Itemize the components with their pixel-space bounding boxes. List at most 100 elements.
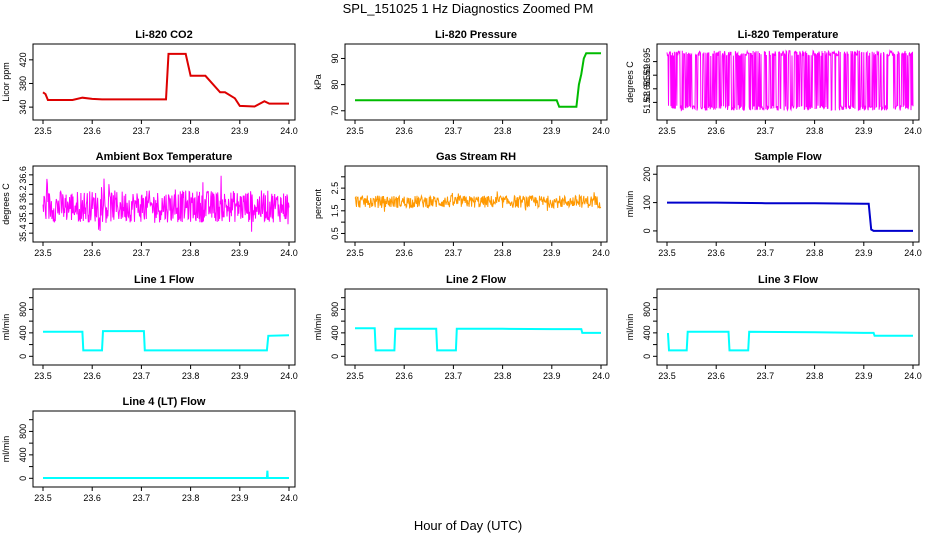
y-axis-label: degrees C [1,183,11,225]
y-axis-label: ml/min [1,314,11,341]
plot-frame [656,43,920,121]
x-tick-label: 23.5 [346,371,364,381]
y-tick-label: 51.68 [642,91,652,114]
x-tick-label: 23.6 [707,248,725,258]
x-tick-label: 23.9 [231,248,249,258]
y-tick-label: 2.5 [330,182,340,195]
y-axis-label: percent [313,188,323,219]
panel-title: Sample Flow [754,151,822,163]
x-tick-label: 23.8 [182,371,200,381]
series-line [43,330,290,352]
panel-title: Line 4 (LT) Flow [123,396,206,408]
plot-frame [656,288,920,366]
series-line [355,52,601,108]
x-tick-label: 23.9 [231,126,249,136]
y-tick-label: 0 [642,354,652,359]
x-tick-label: 23.6 [395,248,413,258]
y-tick-label: 80 [330,80,340,90]
chart-panel-10: Line 4 (LT) Flow 23.5 23.6 23.7 23.8 23.9 24.0… [1,396,298,503]
y-tick-label: 0 [642,228,652,233]
x-tick-label: 23.8 [182,248,200,258]
x-tick-label: 24.0 [280,126,298,136]
x-tick-label: 24.0 [592,126,610,136]
x-tick-label: 23.5 [34,248,52,258]
x-tick-label: 23.6 [83,126,101,136]
x-tick-label: 23.6 [83,493,101,503]
chart-panel-2: Li-820 Pressure 23.5 23.6 23.7 23.8 23.9 24.0 7… [313,29,610,136]
x-tick-label: 23.7 [133,493,151,503]
x-tick-label: 23.9 [543,126,561,136]
y-tick-label: 0 [330,354,340,359]
y-tick-label: 0 [18,476,28,481]
y-tick-label: 36.2 [18,186,28,204]
x-tick-label: 23.7 [133,371,151,381]
x-tick-label: 23.7 [757,248,775,258]
x-tick-label: 23.8 [182,126,200,136]
series-line [354,191,602,212]
y-tick-label: 800 [330,302,340,317]
y-axis-label: kPa [313,74,323,90]
x-tick-label: 23.7 [445,248,463,258]
y-tick-label: 200 [642,167,652,182]
y-tick-label: 380 [18,76,28,91]
chart-panel-7: Line 1 Flow 23.5 23.6 23.7 23.8 23.9 24.0 0 400 8… [1,274,298,381]
x-tick-label: 24.0 [280,248,298,258]
y-tick-label: 51.685 [642,75,652,103]
x-tick-label: 23.7 [757,371,775,381]
x-tick-label: 23.5 [346,248,364,258]
plot-frame [32,288,296,366]
x-tick-label: 23.8 [494,371,512,381]
x-tick-label: 23.8 [182,493,200,503]
plot-frame [344,43,608,121]
panel-title: Line 1 Flow [134,274,194,286]
x-tick-label: 23.5 [346,126,364,136]
x-tick-label: 23.6 [395,126,413,136]
x-tick-label: 23.6 [707,371,725,381]
y-tick-label: 800 [642,302,652,317]
figure-title: SPL_151025 1 Hz Diagnostics Zoomed PM [342,1,594,16]
panel-title: Li-820 Temperature [738,29,839,41]
y-tick-label: 51.695 [642,48,652,76]
y-tick-label: 800 [18,424,28,439]
y-axis-label: ml/min [625,314,635,341]
plot-frame [344,288,608,366]
x-tick-label: 23.9 [855,126,873,136]
x-tick-label: 24.0 [904,371,922,381]
x-tick-label: 23.6 [83,371,101,381]
series-line [667,201,913,232]
y-tick-label: 70 [330,106,340,116]
y-tick-label: 0 [18,354,28,359]
x-tick-label: 23.8 [494,248,512,258]
chart-panel-9: Line 3 Flow 23.5 23.6 23.7 23.8 23.9 24.0 0 400 8… [625,274,922,381]
x-tick-label: 23.5 [658,126,676,136]
x-tick-label: 23.7 [445,126,463,136]
chart-panel-8: Line 2 Flow 23.5 23.6 23.7 23.8 23.9 24.0 0 400 8… [313,274,610,381]
x-tick-label: 23.9 [231,493,249,503]
x-tick-label: 23.6 [395,371,413,381]
x-tick-label: 23.9 [543,371,561,381]
x-tick-label: 24.0 [280,371,298,381]
y-tick-label: 400 [18,325,28,340]
x-tick-label: 23.6 [707,126,725,136]
x-tick-label: 24.0 [280,493,298,503]
x-tick-label: 23.9 [855,371,873,381]
x-tick-label: 23.8 [806,371,824,381]
x-tick-label: 23.8 [494,126,512,136]
chart-panel-5: Gas Stream RH 23.5 23.6 23.7 23.8 23.9 24.0 0.5… [313,151,610,258]
x-tick-label: 23.7 [133,248,151,258]
y-axis-label: ml/min [1,436,11,463]
series-line [667,330,913,352]
x-tick-label: 24.0 [904,126,922,136]
x-tick-label: 23.5 [34,126,52,136]
x-tick-label: 23.8 [806,248,824,258]
series-line [42,52,289,108]
x-tick-label: 23.5 [34,493,52,503]
y-axis-label: Licor ppm [1,62,11,102]
x-tick-label: 23.5 [658,371,676,381]
chart-panel-6: Sample Flow 23.5 23.6 23.7 23.8 23.9 24.0 0 100 2… [625,151,922,258]
chart-panel-4: Ambient Box Temperature 23.5 23.6 23.7 23.8 2… [1,151,298,258]
y-tick-label: 800 [18,302,28,317]
y-tick-label: 36.6 [18,166,28,184]
plot-frame [344,165,608,243]
